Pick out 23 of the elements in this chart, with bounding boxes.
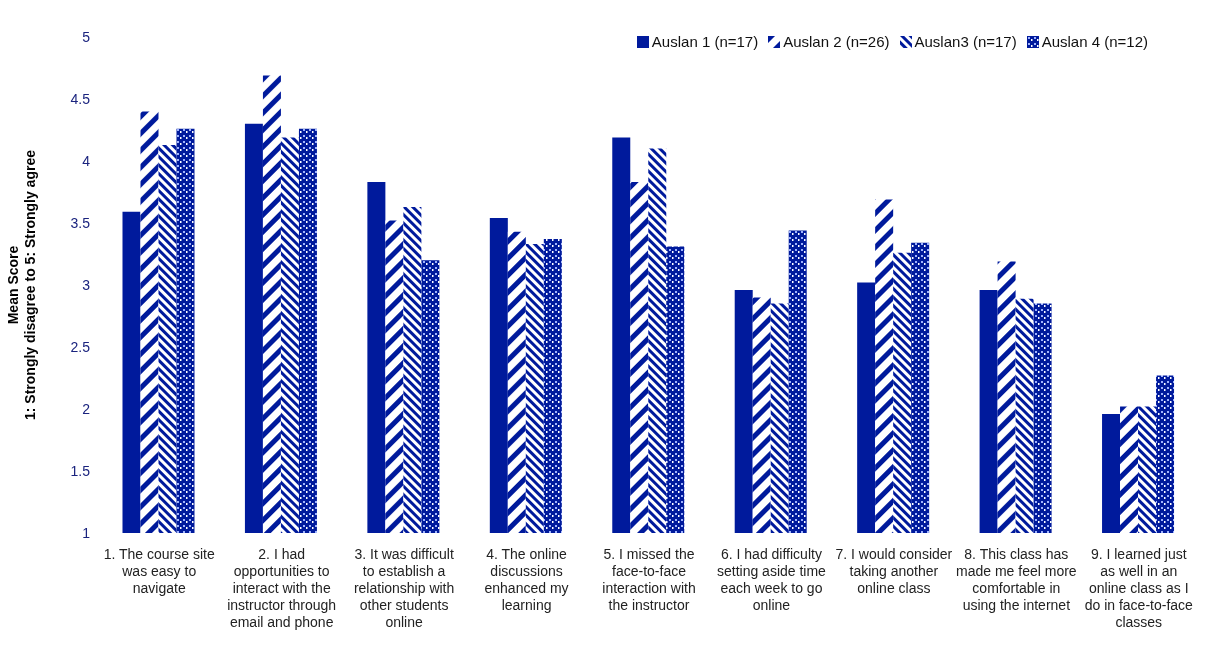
y-tick-label: 2 — [82, 400, 91, 417]
x-tick-label: 1. The course site was easy to navigate — [103, 546, 215, 596]
x-tick-label: 6. I had difficulty setting aside time each week to go online — [716, 546, 827, 613]
legend-label: Auslan 1 (n=17) — [651, 33, 759, 50]
x-tick-label: 2. I had opportunities to interact with the instructor through email and phone — [227, 546, 337, 630]
y-tick-label: 1.5 — [70, 462, 91, 479]
y-tick-label: 3.5 — [70, 214, 91, 231]
y-tick-label: 3 — [82, 276, 91, 293]
x-tick-label: 5. I missed the face-to-face interaction with the instructor — [602, 546, 696, 613]
legend-label: Auslan 2 (n=26) — [783, 33, 890, 50]
y-tick-label: 4.5 — [70, 90, 91, 107]
x-tick-label: 9. I learned just as well in an online class as I do in face-to-face classes — [1084, 546, 1194, 630]
x-tick-label: 7. I would consider taking another online class — [835, 546, 953, 596]
y-axis-title: Mean Score 1: Strongly disagree to 5: Strongly agree — [5, 149, 38, 420]
legend-label: Auslan3 (n=17) — [914, 33, 1017, 50]
legend-label: Auslan 4 (n=12) — [1041, 33, 1148, 50]
y-tick-label: 5 — [82, 28, 91, 45]
x-tick-label: 3. It was difficult to establish a relationship with other students online — [353, 546, 455, 630]
x-tick-label: 8. This class has made me feel more comfortable in using the internet — [956, 546, 1077, 613]
y-tick-label: 1 — [82, 524, 91, 541]
x-tick-label: 4. The online discussions enhanced my learning — [484, 546, 569, 613]
y-tick-label: 2.5 — [70, 338, 91, 355]
y-tick-label: 4 — [82, 152, 91, 169]
